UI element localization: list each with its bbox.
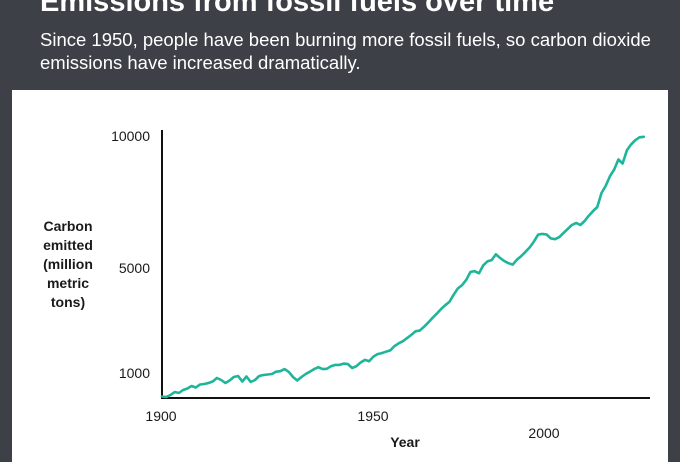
chart-panel: Carbon emitted (million metric tons) 10000 50…: [12, 90, 668, 462]
x-axis-title: Year: [390, 434, 420, 450]
y-tick-labels: 10000 5000 1000: [111, 128, 150, 381]
y-axis-title-line: emitted: [43, 237, 93, 253]
emissions-series-line: [160, 135, 646, 399]
header: Emissions from fossil fuels over time Si…: [0, 0, 680, 90]
y-axis-title: Carbon emitted (million metric tons): [43, 218, 93, 310]
x-tick-labels: 1900 1950 2000: [145, 408, 559, 441]
chart-title: Emissions from fossil fuels over time: [40, 0, 555, 18]
x-tick-label: 1900: [145, 408, 176, 424]
x-tick-label: 1950: [357, 408, 388, 424]
line-chart: Carbon emitted (million metric tons) 10000 50…: [43, 128, 650, 450]
y-tick-label: 10000: [111, 128, 150, 144]
y-axis-title-line: Carbon: [44, 218, 93, 234]
y-tick-label: 1000: [119, 365, 150, 381]
y-axis-title-line: metric: [47, 275, 89, 291]
y-axis-title-line: tons): [51, 294, 85, 310]
y-tick-label: 5000: [119, 260, 150, 276]
y-axis-title-line: (million: [43, 256, 93, 272]
x-tick-label: 2000: [528, 425, 559, 441]
chart-subtitle: Since 1950, people have been burning mor…: [40, 29, 651, 73]
